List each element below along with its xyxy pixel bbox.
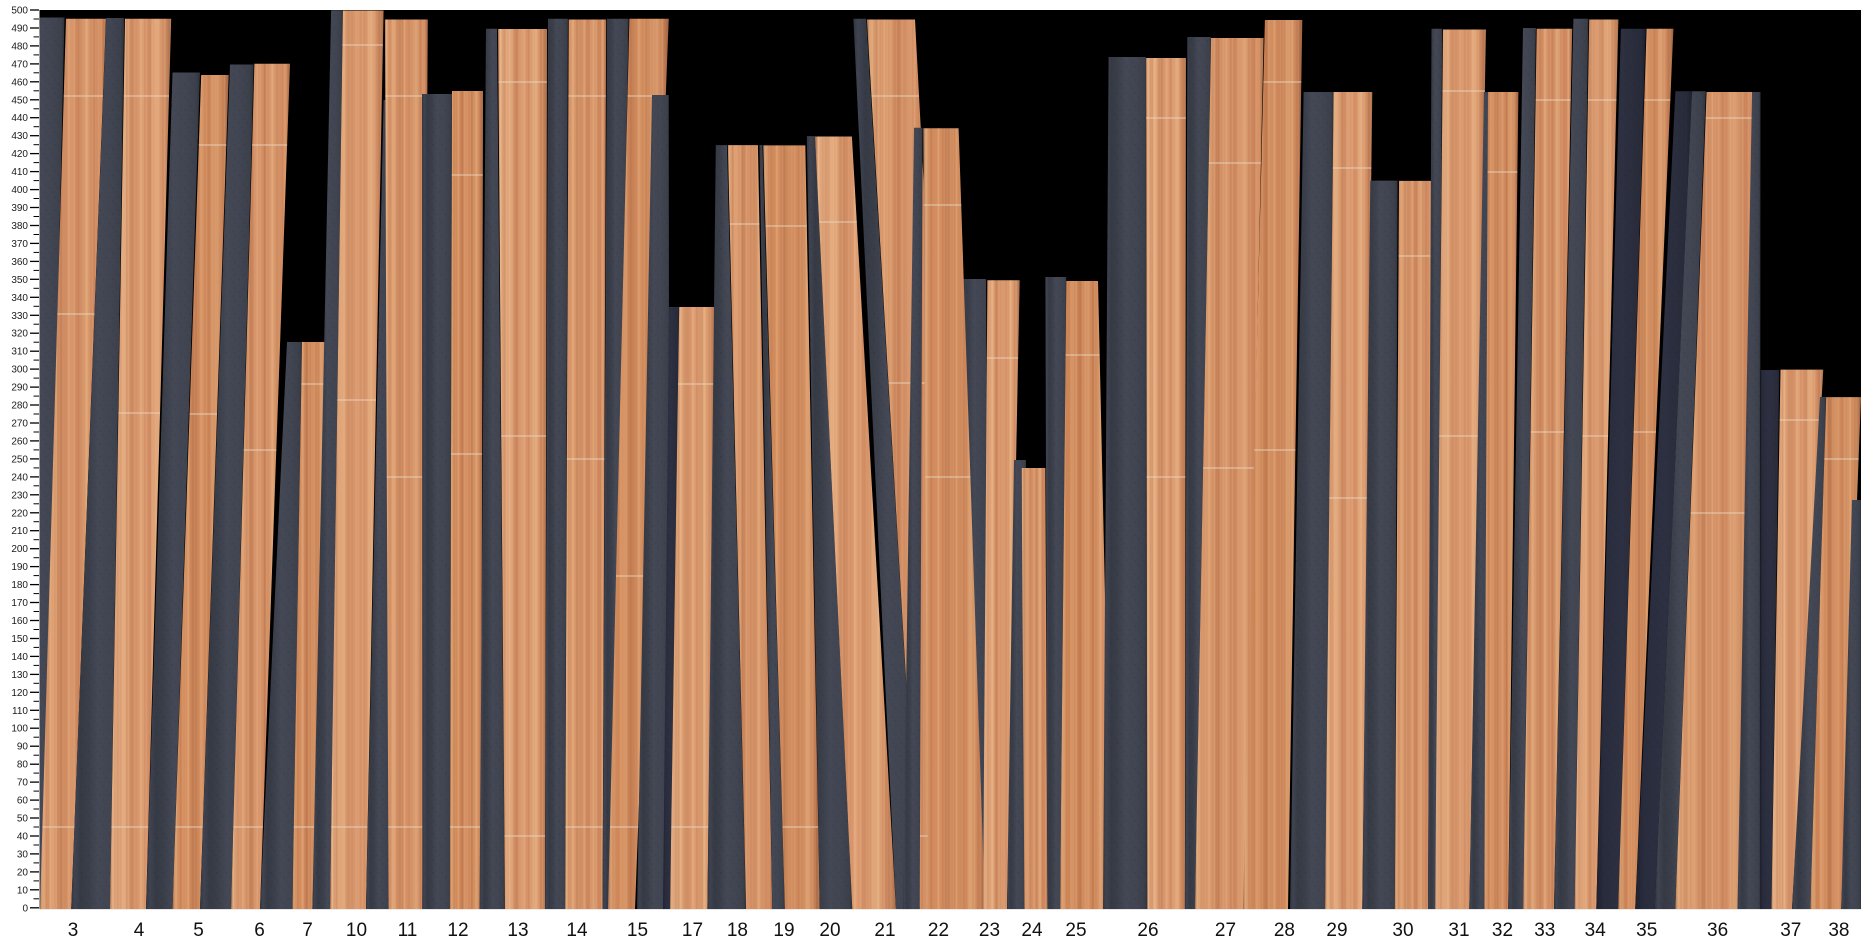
svg-text:31: 31: [1448, 920, 1469, 941]
svg-text:6: 6: [254, 920, 265, 941]
svg-text:22: 22: [928, 920, 949, 941]
svg-text:250: 250: [11, 454, 28, 465]
svg-text:360: 360: [11, 257, 28, 268]
svg-text:5: 5: [193, 920, 204, 941]
svg-text:260: 260: [11, 436, 28, 447]
svg-text:27: 27: [1215, 920, 1236, 941]
svg-text:470: 470: [11, 59, 28, 70]
svg-text:350: 350: [11, 275, 28, 286]
svg-text:150: 150: [11, 634, 28, 645]
svg-text:38: 38: [1828, 920, 1849, 941]
svg-text:410: 410: [11, 167, 28, 178]
svg-text:380: 380: [11, 221, 28, 232]
svg-text:140: 140: [11, 652, 28, 663]
svg-text:290: 290: [11, 383, 28, 394]
svg-text:10: 10: [17, 885, 29, 896]
svg-text:370: 370: [11, 239, 28, 250]
svg-text:490: 490: [11, 24, 28, 35]
svg-text:24: 24: [1021, 920, 1043, 941]
svg-text:30: 30: [17, 849, 29, 860]
svg-text:4: 4: [134, 920, 145, 941]
svg-text:20: 20: [819, 920, 840, 941]
svg-text:23: 23: [979, 920, 1000, 941]
svg-text:460: 460: [11, 77, 28, 88]
svg-text:400: 400: [11, 185, 28, 196]
svg-text:33: 33: [1534, 920, 1555, 941]
svg-text:15: 15: [627, 920, 648, 941]
svg-text:500: 500: [11, 6, 28, 17]
svg-text:120: 120: [11, 688, 28, 699]
svg-text:240: 240: [11, 472, 28, 483]
svg-text:100: 100: [11, 724, 28, 735]
svg-text:26: 26: [1137, 920, 1158, 941]
svg-text:18: 18: [727, 920, 748, 941]
svg-text:70: 70: [17, 778, 29, 789]
svg-text:160: 160: [11, 616, 28, 627]
svg-text:440: 440: [11, 113, 28, 124]
svg-text:60: 60: [17, 796, 29, 807]
svg-text:21: 21: [874, 920, 895, 941]
svg-text:310: 310: [11, 347, 28, 358]
svg-text:35: 35: [1636, 920, 1657, 941]
svg-text:36: 36: [1707, 920, 1728, 941]
svg-text:210: 210: [11, 526, 28, 537]
svg-text:11: 11: [398, 920, 418, 941]
svg-text:29: 29: [1326, 920, 1347, 941]
svg-text:390: 390: [11, 203, 28, 214]
svg-text:90: 90: [17, 742, 29, 753]
svg-text:450: 450: [11, 95, 28, 106]
svg-text:270: 270: [11, 419, 28, 430]
svg-text:180: 180: [11, 580, 28, 591]
svg-text:10: 10: [346, 920, 367, 941]
svg-text:320: 320: [11, 329, 28, 340]
svg-text:7: 7: [302, 920, 313, 941]
svg-text:280: 280: [11, 401, 28, 412]
svg-text:50: 50: [17, 814, 29, 825]
svg-text:230: 230: [11, 490, 28, 501]
svg-text:12: 12: [447, 920, 468, 941]
svg-text:20: 20: [17, 867, 29, 878]
svg-text:330: 330: [11, 311, 28, 322]
svg-text:17: 17: [682, 920, 703, 941]
svg-text:80: 80: [17, 760, 29, 771]
svg-text:420: 420: [11, 149, 28, 160]
svg-text:34: 34: [1585, 920, 1607, 941]
svg-text:3: 3: [68, 920, 79, 941]
svg-text:19: 19: [773, 920, 794, 941]
svg-text:30: 30: [1392, 920, 1413, 941]
svg-text:480: 480: [11, 41, 28, 52]
svg-text:190: 190: [11, 562, 28, 573]
svg-text:40: 40: [17, 832, 29, 843]
svg-text:110: 110: [12, 706, 28, 717]
svg-text:200: 200: [11, 544, 28, 555]
svg-text:220: 220: [11, 508, 28, 519]
svg-text:130: 130: [11, 670, 28, 681]
svg-text:13: 13: [507, 920, 528, 941]
svg-text:14: 14: [566, 920, 588, 941]
svg-text:0: 0: [22, 903, 28, 914]
svg-text:430: 430: [11, 131, 28, 142]
svg-text:25: 25: [1065, 920, 1086, 941]
svg-text:28: 28: [1274, 920, 1295, 941]
svg-text:37: 37: [1780, 920, 1801, 941]
svg-text:170: 170: [11, 598, 28, 609]
svg-text:32: 32: [1492, 920, 1513, 941]
svg-text:340: 340: [11, 293, 28, 304]
svg-text:300: 300: [11, 365, 28, 376]
